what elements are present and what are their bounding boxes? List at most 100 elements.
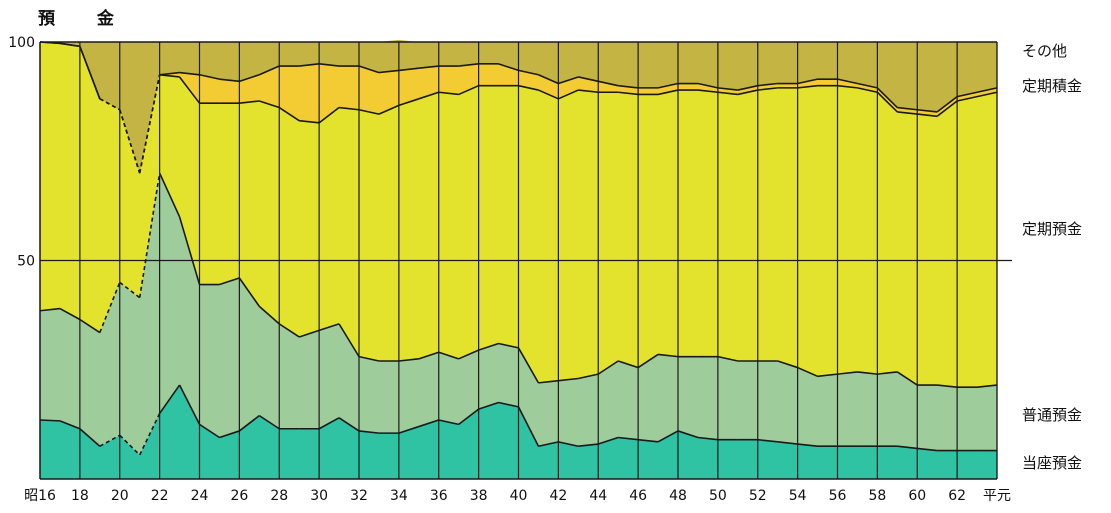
boundary-当座預金: [697, 436, 718, 441]
boundary-普通預金: [617, 360, 639, 369]
x-tick-label: 平元: [983, 488, 1011, 504]
boundary-定期積金: [598, 80, 619, 87]
boundary-当座預金: [517, 406, 540, 447]
boundary-普通預金: [438, 351, 459, 360]
boundary-定期預金: [618, 91, 639, 96]
boundary-定期預金: [458, 84, 479, 96]
boundary-当座預金: [657, 430, 679, 443]
boundary-定期預金: [259, 100, 280, 109]
boundary-当座預金: [458, 408, 480, 426]
boundary-普通預金: [558, 377, 579, 382]
boundary-普通預金: [219, 277, 240, 286]
boundary-普通預金: [258, 305, 280, 325]
boundary-定期積金: [79, 46, 101, 100]
boundary-定期預金: [178, 76, 201, 104]
boundary-定期積金: [299, 63, 320, 67]
boundary-普通預金: [896, 371, 918, 386]
boundary-当座預金: [138, 413, 161, 456]
boundary-定期積金: [757, 82, 778, 87]
boundary-定期積金: [398, 67, 419, 72]
boundary-当座預金: [178, 384, 201, 425]
x-tick-label: 20: [111, 488, 129, 504]
boundary-定期積金: [59, 42, 80, 48]
boundary-定期積金: [837, 78, 858, 85]
boundary-定期預金: [318, 106, 340, 124]
boundary-普通預金: [178, 216, 201, 285]
boundary-普通預金: [777, 360, 798, 369]
boundary-定期積金: [737, 84, 758, 91]
boundary-定期積金: [697, 82, 719, 89]
boundary-普通預金: [318, 323, 340, 332]
boundary-定期積金: [378, 69, 399, 74]
boundary-定期預金: [797, 84, 818, 89]
x-tick-label: 46: [629, 488, 647, 504]
boundary-定期預金: [438, 91, 459, 96]
boundary-普通預金: [597, 360, 619, 375]
boundary-定期預金: [857, 87, 878, 94]
x-tick-label: 26: [230, 488, 248, 504]
boundary-普通預金: [538, 379, 559, 384]
boundary-当座預金: [99, 434, 121, 447]
x-tick-label: 42: [549, 488, 567, 504]
x-tick-label: 58: [868, 488, 886, 504]
boundary-定期積金: [199, 73, 220, 80]
boundary-定期積金: [956, 91, 978, 98]
boundary-定期積金: [897, 106, 918, 111]
boundary-定期預金: [239, 100, 260, 104]
boundary-定期預金: [917, 113, 938, 118]
series-label-定期積金: 定期積金: [1022, 77, 1083, 95]
boundary-定期積金: [717, 87, 738, 91]
series-boundaries: [39, 41, 998, 456]
boundary-定期積金: [518, 69, 539, 76]
boundary-定期預金: [717, 91, 738, 96]
boundary-定期積金: [258, 65, 280, 76]
boundary-定期積金: [99, 98, 121, 111]
boundary-当座預金: [318, 417, 340, 430]
boundary-当座預金: [199, 423, 220, 439]
boundary-普通預金: [358, 355, 380, 362]
boundary-普通預金: [817, 373, 838, 378]
chart-title: 預 金: [38, 9, 132, 29]
boundary-当座預金: [59, 420, 81, 430]
x-tick-label: 38: [470, 488, 488, 504]
boundary-普通預金: [837, 371, 858, 375]
boundary-当座預金: [598, 436, 619, 445]
boundary-普通預金: [458, 349, 479, 360]
y-tick-label: 100: [8, 35, 35, 51]
series-label-その他: その他: [1022, 42, 1068, 60]
boundary-定期預金: [338, 106, 360, 111]
boundary-定期積金: [458, 63, 479, 67]
boundary-定期預金: [697, 89, 718, 94]
x-tick-label: 50: [709, 488, 727, 504]
boundary-普通預金: [937, 384, 958, 389]
boundary-当座預金: [578, 443, 599, 448]
boundary-定期預金: [358, 108, 380, 115]
x-tick-label: 28: [270, 488, 288, 504]
boundary-定期積金: [618, 84, 639, 89]
boundary-普通預金: [797, 366, 818, 378]
boundary-定期預金: [518, 84, 539, 91]
boundary-定期積金: [358, 65, 380, 74]
x-tick-label: 24: [191, 488, 209, 504]
x-tick-label: 44: [589, 488, 607, 504]
boundary-定期預金: [936, 100, 958, 117]
boundary-普通預金: [498, 342, 519, 349]
x-tick-label: 30: [310, 488, 328, 504]
x-tick-label: 32: [350, 488, 368, 504]
boundary-当座預金: [39, 419, 60, 422]
boundary-定期積金: [797, 78, 818, 85]
boundary-定期積金: [159, 71, 180, 76]
boundary-当座預金: [897, 445, 918, 450]
boundary-普通預金: [717, 355, 738, 362]
boundary-当座預金: [618, 436, 639, 441]
boundary-定期積金: [936, 95, 958, 113]
boundary-当座預金: [677, 430, 699, 439]
boundary-普通預金: [418, 351, 439, 360]
boundary-定期積金: [179, 71, 200, 76]
boundary-定期預金: [876, 91, 898, 113]
x-tick-label: 52: [749, 488, 767, 504]
plot-frame: [39, 41, 998, 480]
x-axis-ticks: 昭16 18 20 22 24 26 28 30 32 34 36 38 40 42 44 46 48 50 52 5…: [24, 488, 1011, 504]
boundary-定期積金: [239, 74, 260, 83]
